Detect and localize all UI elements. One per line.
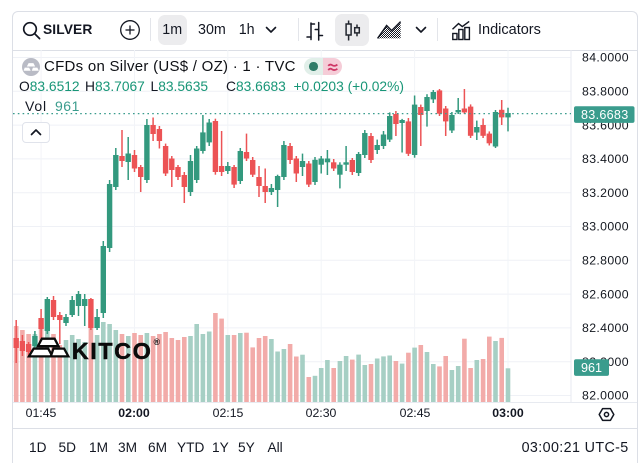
- svg-text:®: ®: [154, 337, 161, 347]
- svg-text:82.4000: 82.4000: [582, 321, 629, 335]
- svg-text:82.8000: 82.8000: [582, 254, 629, 268]
- svg-text:83.2000: 83.2000: [582, 186, 629, 200]
- svg-text:83.6683: 83.6683: [581, 108, 628, 122]
- svg-text:83.0000: 83.0000: [582, 220, 629, 234]
- svg-text:82.6000: 82.6000: [582, 287, 629, 301]
- svg-text:KITCO: KITCO: [72, 338, 153, 364]
- svg-text:82.0000: 82.0000: [582, 389, 629, 402]
- svg-text:83.4000: 83.4000: [582, 152, 629, 166]
- svg-text:83.8000: 83.8000: [582, 85, 629, 99]
- svg-text:84.0000: 84.0000: [582, 51, 629, 65]
- svg-text:961: 961: [581, 361, 602, 375]
